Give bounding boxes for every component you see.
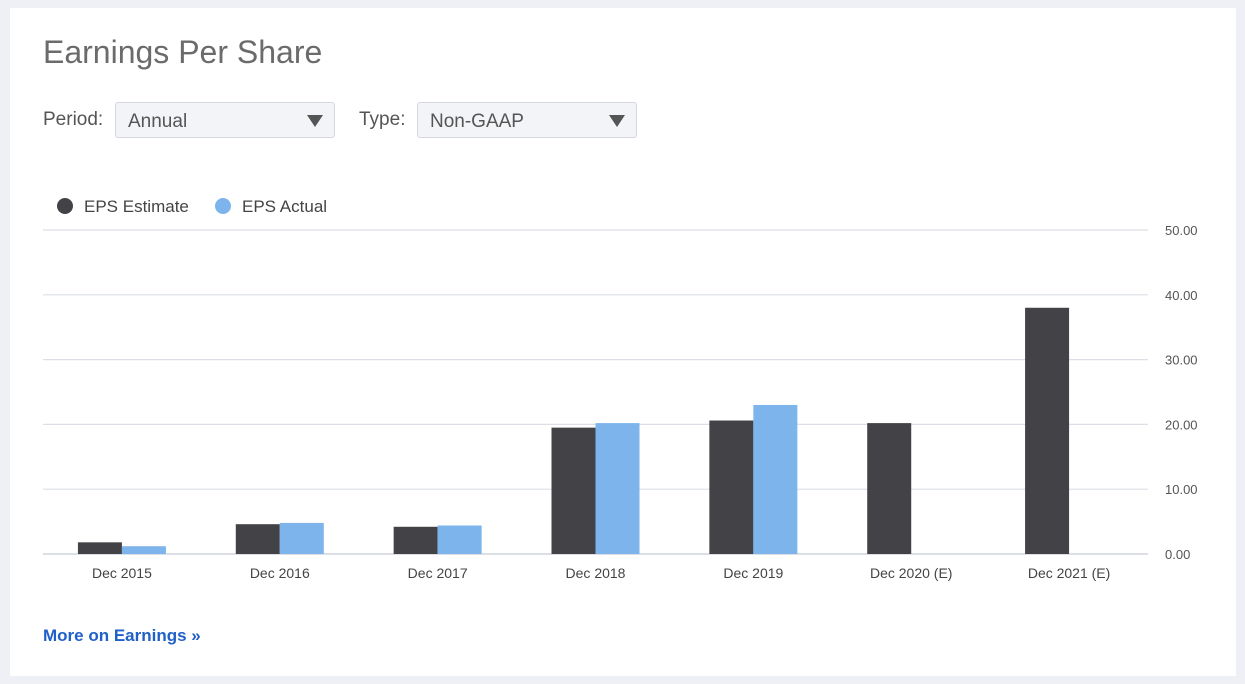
x-tick-label: Dec 2015 — [92, 565, 152, 581]
period-label: Period: — [43, 109, 104, 130]
x-tick-label: Dec 2019 — [723, 565, 783, 581]
y-tick-label: 40.00 — [1165, 288, 1198, 303]
type-select[interactable]: Non-GAAP — [417, 102, 637, 138]
earnings-card: Earnings Per Share Period: Annual Type: … — [10, 8, 1236, 676]
x-tick-label: Dec 2021 (E) — [1028, 565, 1110, 581]
bar-eps-estimate — [393, 526, 438, 554]
bar-eps-estimate — [551, 427, 596, 554]
type-label: Type: — [359, 109, 406, 130]
chevron-down-icon — [609, 115, 625, 127]
bar-eps-estimate — [235, 524, 280, 554]
eps-bar-chart: 0.00 10.00 20.00 30.00 40.00 50.00 Dec 2015 Dec… — [43, 223, 1198, 581]
bar-eps-estimate — [1025, 307, 1070, 554]
y-tick-label: 0.00 — [1165, 547, 1190, 562]
legend-label: EPS Estimate — [84, 197, 189, 216]
legend-dot — [57, 198, 73, 214]
chevron-down-icon — [307, 115, 323, 127]
bar-eps-estimate — [867, 423, 912, 554]
y-tick-label: 20.00 — [1165, 417, 1198, 432]
bar-eps-estimate — [709, 420, 754, 554]
bar-eps-actual — [121, 546, 166, 554]
x-tick-label: Dec 2020 (E) — [870, 565, 952, 581]
y-tick-label: 30.00 — [1165, 353, 1198, 368]
x-tick-label: Dec 2018 — [566, 565, 626, 581]
y-tick-label: 10.00 — [1165, 482, 1198, 497]
page-title: Earnings Per Share — [43, 34, 323, 70]
y-tick-label: 50.00 — [1165, 223, 1198, 238]
bar-eps-estimate — [77, 542, 122, 554]
x-tick-label: Dec 2016 — [250, 565, 310, 581]
bar-eps-actual — [437, 525, 482, 554]
bar-eps-actual — [595, 423, 640, 554]
type-select-value: Non-GAAP — [430, 111, 524, 132]
x-tick-label: Dec 2017 — [408, 565, 468, 581]
legend-dot — [215, 198, 231, 214]
more-on-earnings-link[interactable]: More on Earnings » — [43, 626, 201, 645]
period-select-value: Annual — [128, 111, 188, 132]
bar-eps-actual — [753, 404, 798, 554]
bar-eps-actual — [279, 522, 324, 554]
legend-label: EPS Actual — [242, 197, 328, 216]
period-select[interactable]: Annual — [115, 102, 335, 138]
